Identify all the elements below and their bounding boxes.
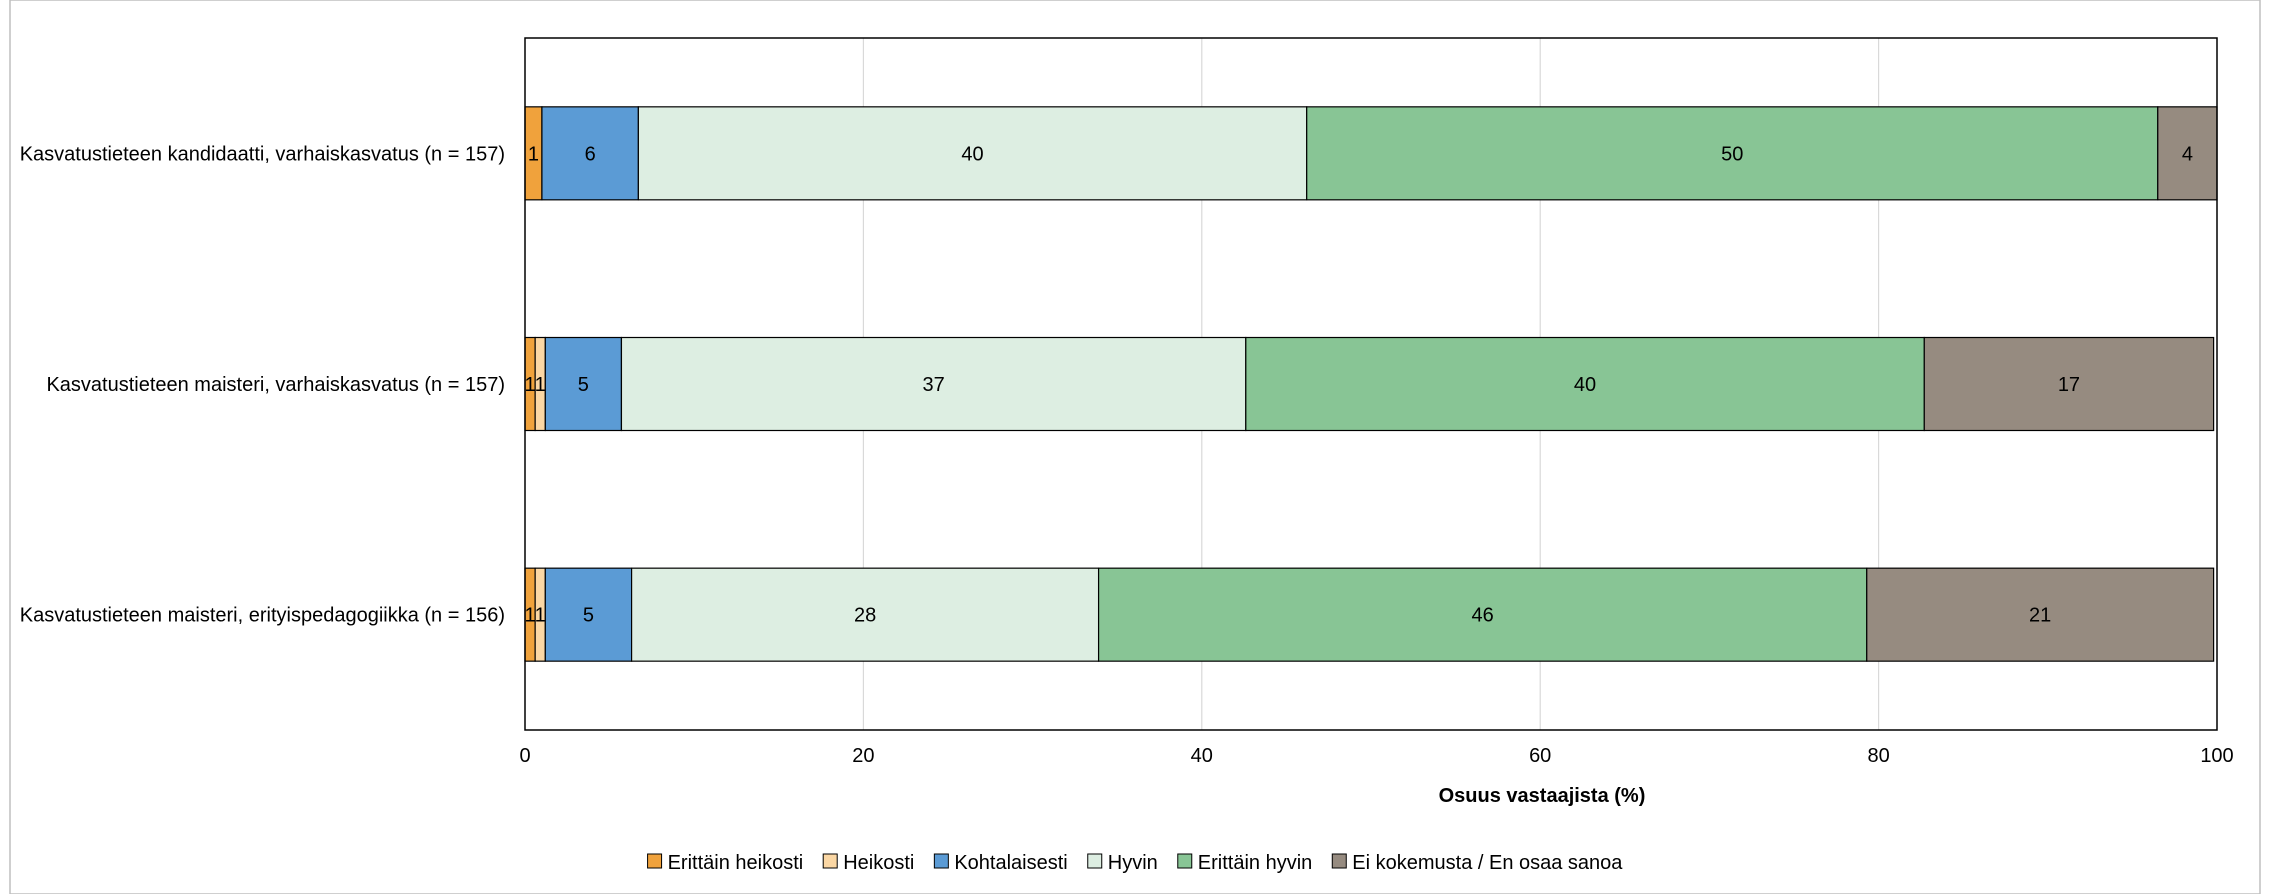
data-label: 40 [1574, 374, 1596, 396]
data-label: 40 [961, 143, 983, 165]
bar-segment [620, 336, 1247, 432]
legend-label: Erittäin hyvin [1198, 852, 1313, 874]
data-label: 1 [525, 605, 536, 627]
data-label: 5 [583, 605, 594, 627]
bar-segment [541, 106, 639, 201]
legend-swatch [1177, 853, 1193, 869]
legend-swatch [1087, 853, 1103, 869]
legend-label: Erittäin heikosti [668, 852, 804, 874]
legend-label: Kohtalaisesti [954, 852, 1067, 874]
legend-label: Heikosti [843, 852, 914, 874]
x-tick-label: 40 [1191, 745, 1213, 767]
data-label: 28 [854, 605, 876, 627]
plot-area-frame [524, 37, 2218, 731]
data-label: 50 [1721, 143, 1743, 165]
data-label: 1 [525, 374, 536, 396]
x-tick-label: 100 [2200, 745, 2233, 767]
bar-segment [1245, 336, 1925, 432]
category-label: Kasvatustieteen maisteri, varhaiskasvatu… [46, 374, 505, 396]
data-label: 5 [578, 374, 589, 396]
data-label: 1 [535, 605, 546, 627]
bar-segment [1866, 567, 2215, 662]
bars: 1 6 40 50 41 1 5 37 40 171 1 5 28 46 21 [524, 106, 2218, 662]
data-label: 6 [585, 143, 596, 165]
legend-label: Ei kokemusta / En osaa sanoa [1352, 852, 1623, 874]
legend-swatch [822, 853, 838, 869]
x-axis-title: Osuus vastaajista (%) [1439, 785, 1646, 807]
legend-swatch [933, 853, 949, 869]
category-label: Kasvatustieteen maisteri, erityispedagog… [20, 605, 505, 627]
legend-label: Hyvin [1108, 852, 1158, 874]
data-label: 21 [2029, 605, 2051, 627]
x-tick-label: 0 [519, 745, 530, 767]
category-label: Kasvatustieteen kandidaatti, varhaiskasv… [20, 143, 505, 165]
data-label: 46 [1472, 605, 1494, 627]
data-label: 1 [528, 143, 539, 165]
x-tick-label: 80 [1867, 745, 1889, 767]
bar-segment [637, 106, 1308, 201]
bar-segment [630, 567, 1100, 662]
data-label: 4 [2182, 143, 2193, 165]
legend-swatch [1331, 853, 1347, 869]
data-label: 1 [535, 374, 546, 396]
x-tick-label: 60 [1529, 745, 1551, 767]
x-axis-ticks: 0 20 40 60 80 100 [519, 745, 2233, 767]
data-label: 17 [2058, 374, 2080, 396]
category-labels: Kasvatustieteen kandidaatti, varhaiskasv… [20, 143, 505, 626]
bar-segment [1097, 567, 1868, 662]
legend: Erittäin heikosti Heikosti Kohtalaisesti Hy… [647, 852, 1623, 874]
bar-segment [544, 336, 623, 432]
x-tick-label: 20 [852, 745, 874, 767]
legend-swatch [647, 853, 663, 869]
bar-segment [2157, 106, 2218, 201]
data-label: 37 [922, 374, 944, 396]
bar-segment [1923, 336, 2215, 432]
